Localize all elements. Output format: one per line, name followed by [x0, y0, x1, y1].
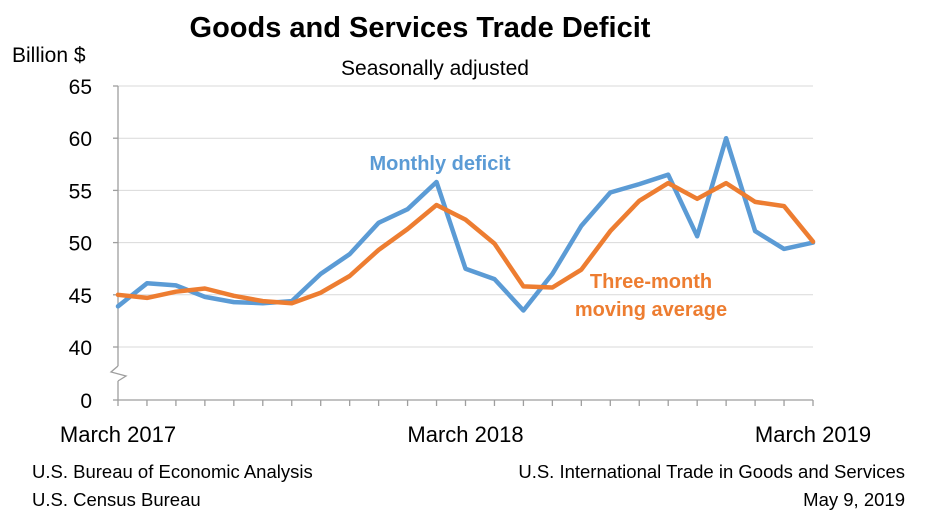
series-label-moving-average-line1: Three-month	[590, 271, 712, 293]
y-tick-label-40: 40	[69, 337, 92, 360]
y-tick-label-45: 45	[69, 285, 92, 308]
y-tick-label-50: 50	[69, 233, 92, 256]
chart-subtitle: Seasonally adjusted	[341, 57, 529, 80]
axes: 0 40 45 50 55 60 65 March 2017 March 2018 March 2…	[60, 76, 871, 447]
y-axis-label: Billion $	[12, 44, 86, 67]
footer-source-bea: U.S. Bureau of Economic Analysis	[32, 461, 313, 482]
series	[115, 135, 816, 313]
x-tick-label-12: March 2018	[407, 422, 523, 447]
y-tick-label-0: 0	[80, 390, 92, 413]
series-label-moving-average-line2: moving average	[575, 299, 727, 321]
series-label-monthly-deficit: Monthly deficit	[369, 153, 510, 175]
footer-release-date: May 9, 2019	[803, 489, 905, 510]
y-tick-label-60: 60	[69, 128, 92, 151]
footer-report-title: U.S. International Trade in Goods and Se…	[518, 461, 905, 482]
x-tick-label-24: March 2019	[755, 422, 871, 447]
y-axis-break	[109, 365, 128, 382]
x-tick-label-0: March 2017	[60, 422, 176, 447]
gridlines	[118, 85, 813, 348]
y-tick-label-65: 65	[69, 76, 92, 99]
y-tick-label-55: 55	[69, 180, 92, 203]
footer-source-census: U.S. Census Bureau	[32, 489, 201, 510]
chart-title: Goods and Services Trade Deficit	[189, 12, 651, 44]
labels: Monthly deficit Three-month moving average	[369, 153, 727, 321]
